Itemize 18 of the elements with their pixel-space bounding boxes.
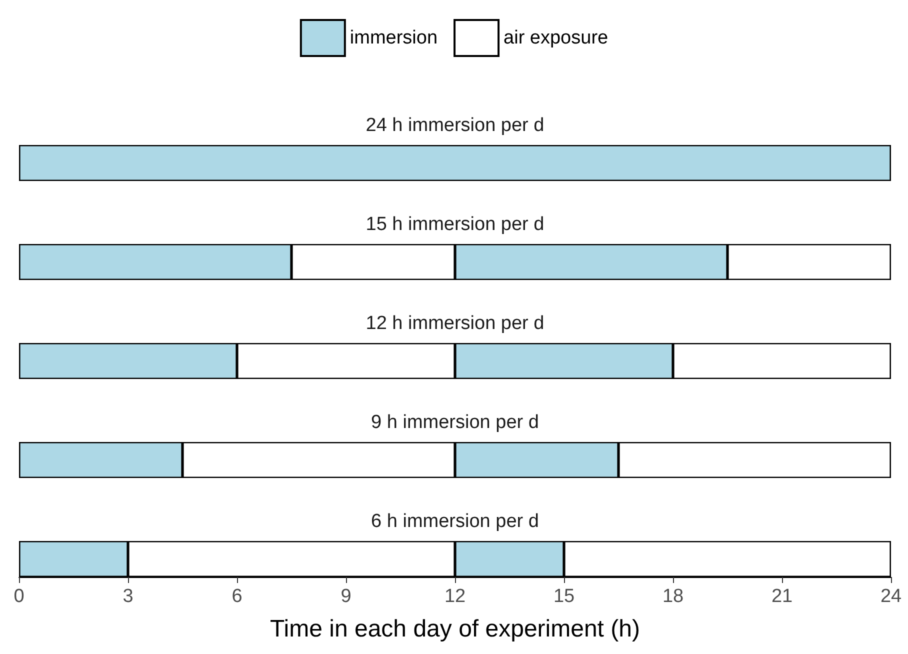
- x-tick-label: 3: [122, 586, 134, 607]
- x-tick-label: 12: [444, 586, 466, 607]
- y-tick-label: 6 h immersion per d: [371, 511, 539, 532]
- legend-label: air exposure: [504, 28, 608, 48]
- bar: [19, 145, 891, 181]
- y-tick-label: 24 h immersion per d: [366, 115, 544, 136]
- y-tick-label: 9 h immersion per d: [371, 412, 539, 433]
- x-tick-label: 24: [880, 586, 902, 607]
- y-tick-label: 12 h immersion per d: [366, 313, 544, 334]
- x-axis-title: Time in each day of experiment (h): [270, 616, 640, 642]
- x-tick-label: 0: [14, 586, 24, 607]
- x-tick-label: 6: [232, 586, 242, 607]
- y-tick-label: 15 h immersion per d: [366, 214, 544, 235]
- x-tick-label: 18: [662, 586, 684, 607]
- x-tick-label: 15: [553, 586, 575, 607]
- x-tick-label: 21: [771, 586, 793, 607]
- x-tick-label: 9: [340, 586, 352, 607]
- legend-label: immersion: [350, 28, 438, 48]
